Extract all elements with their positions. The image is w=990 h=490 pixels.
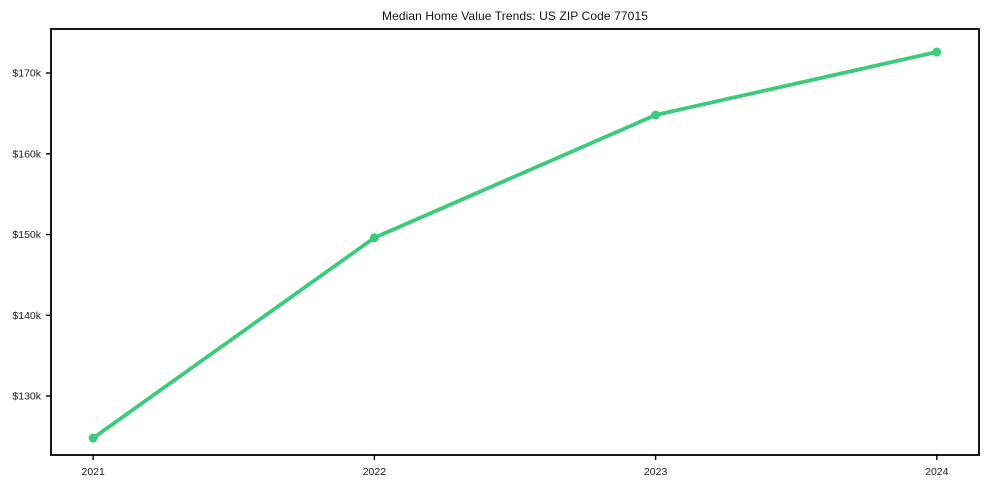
- y-tick-label: $130k: [12, 391, 41, 403]
- y-tick-label: $140k: [12, 310, 41, 322]
- y-tick-label: $170k: [12, 68, 41, 80]
- y-tick-label: $150k: [12, 229, 41, 241]
- data-point-marker: [932, 47, 942, 57]
- data-point-marker: [88, 433, 98, 443]
- trend-line: [91, 50, 939, 440]
- data-point-marker: [369, 233, 379, 243]
- y-tick-label: $160k: [12, 148, 41, 160]
- x-tick-label: 2024: [925, 466, 949, 478]
- data-point-marker: [651, 110, 661, 120]
- plot-border: [50, 28, 980, 456]
- x-tick-label: 2022: [363, 466, 387, 478]
- x-tick-label: 2023: [644, 466, 668, 478]
- x-tick-label: 2021: [82, 466, 106, 478]
- chart-title: Median Home Value Trends: US ZIP Code 77…: [381, 9, 648, 23]
